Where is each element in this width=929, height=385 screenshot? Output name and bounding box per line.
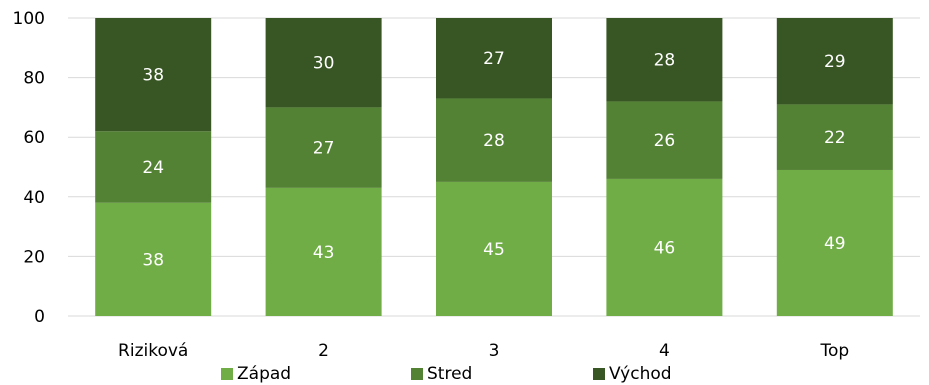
legend-item: Západ [221,364,291,384]
data-label: 27 [483,49,505,69]
legend-item: Stred [411,364,472,384]
legend-label: Západ [237,364,292,384]
y-tick-label: 20 [23,247,45,267]
y-tick-label: 60 [23,128,45,148]
legend-swatch [221,368,233,380]
bar-segment [95,18,212,132]
y-tick-label: 100 [13,9,45,29]
y-axis: 0 20 40 60 80 100 [13,9,45,327]
bar-segment [95,202,212,316]
data-label: 30 [313,54,335,74]
data-label: 46 [654,238,676,258]
data-label: 49 [824,234,846,254]
bar-segment [776,18,893,105]
x-tick-label: 4 [659,341,670,361]
bar-segment [95,131,212,203]
data-label: 28 [654,51,676,71]
data-label: 27 [313,139,335,159]
data-label: 45 [483,240,505,260]
bar-segment [606,178,723,316]
bar-segment [436,18,552,99]
data-label: 26 [654,131,676,151]
legend-item: Východ [593,364,672,384]
bar-segment [606,101,723,179]
y-tick-label: 80 [23,69,45,89]
data-label: 29 [824,52,846,72]
data-label: 38 [142,66,164,86]
legend-label: Stred [427,364,473,384]
chart-legend: Západ Stred Východ [0,364,929,385]
legend-swatch [593,368,605,380]
bars: 38 24 38 43 27 30 45 28 27 46 26 28 49 22 29 [95,18,893,316]
bar-segment [606,18,723,102]
data-label: 43 [313,243,335,263]
bar-segment [265,187,382,316]
x-axis: Riziková 2 3 4 Top [118,341,849,361]
bar-segment [776,169,893,316]
bar-segment [265,18,382,108]
y-tick-label: 40 [23,188,45,208]
data-label: 38 [142,250,164,270]
data-label: 24 [142,158,164,178]
legend-swatch [411,368,423,380]
legend-label: Východ [609,364,672,384]
data-label: 28 [483,131,505,151]
data-label: 22 [824,128,846,148]
x-tick-label: Top [819,341,849,361]
bar-segment [265,107,382,188]
x-tick-label: Riziková [118,341,188,361]
x-tick-label: 2 [318,341,329,361]
bar-segment [436,98,552,182]
bar-segment [436,181,552,316]
bar-segment [776,104,893,170]
x-tick-label: 3 [489,341,500,361]
y-tick-label: 0 [34,307,45,327]
